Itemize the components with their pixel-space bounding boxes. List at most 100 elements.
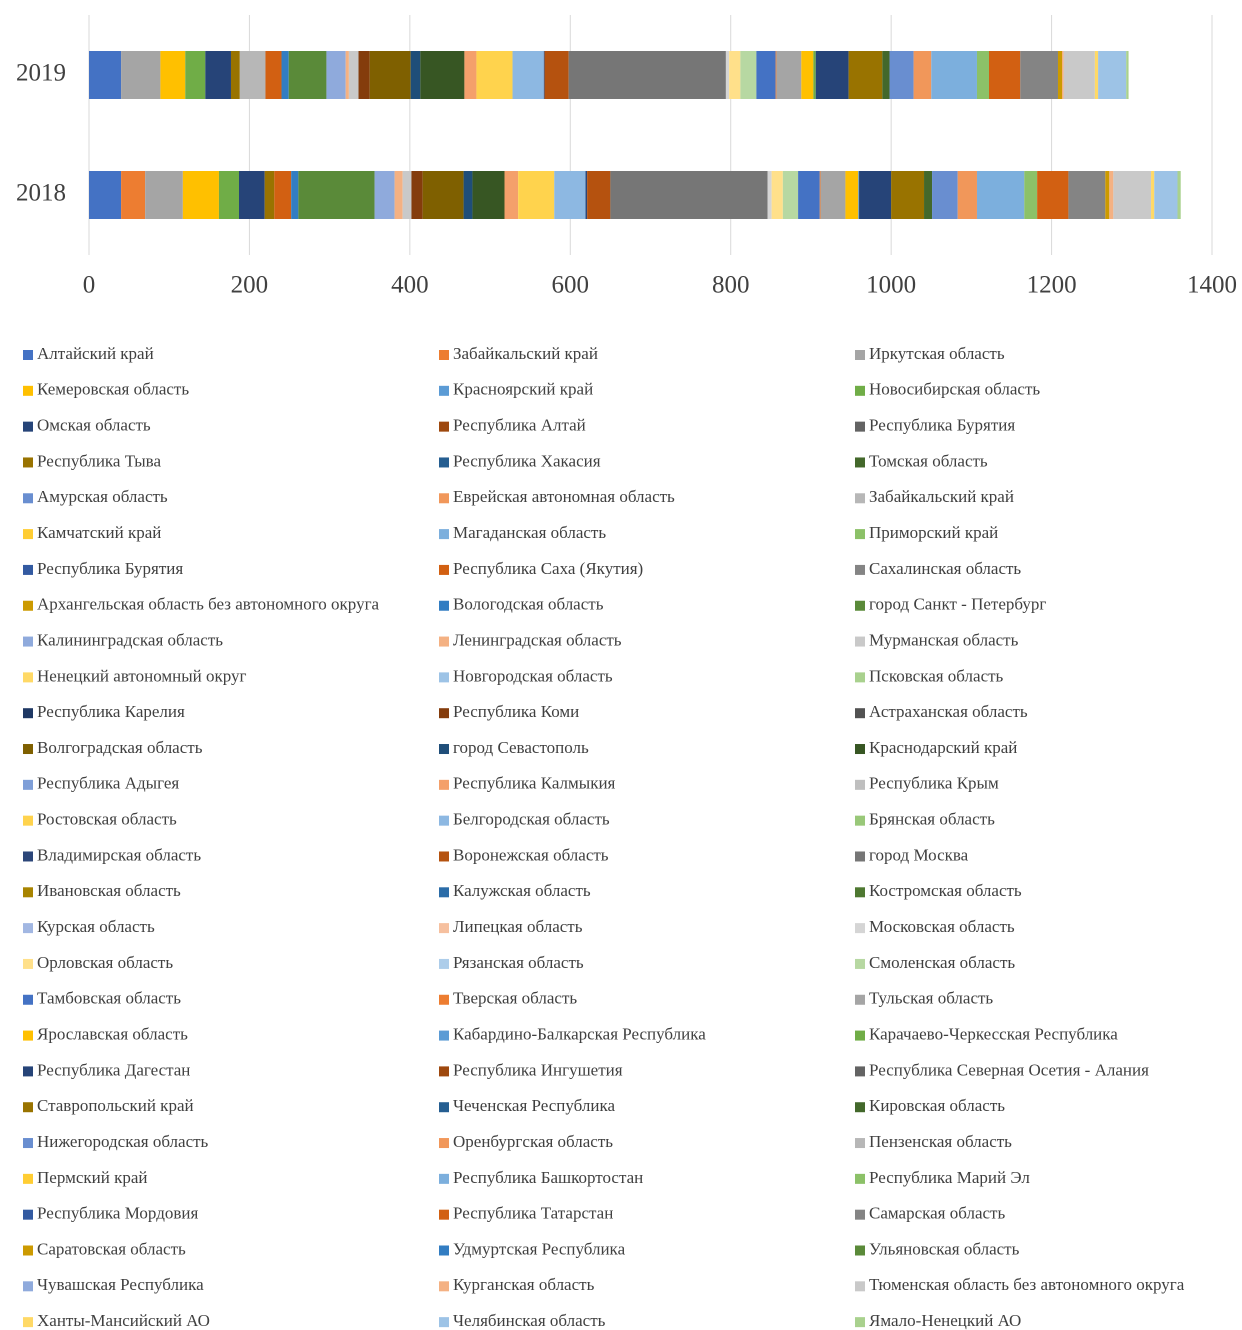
legend-label: Республика Ингушетия	[453, 1060, 623, 1079]
legend-swatch	[855, 1317, 865, 1328]
x-tick-label: 800	[712, 272, 750, 299]
legend-swatch	[23, 923, 33, 934]
legend-swatch	[23, 600, 33, 611]
legend-label: Карачаево-Черкесская Республика	[869, 1024, 1118, 1043]
legend-label: Алтайский край	[37, 344, 154, 363]
bar-segment	[1063, 51, 1095, 99]
bar-segment	[543, 51, 545, 99]
bar-segment	[610, 171, 768, 219]
bar-segment	[281, 51, 289, 99]
legend-label: Саратовская область	[37, 1239, 186, 1258]
legend-label: Тульская область	[869, 989, 993, 1008]
legend-swatch	[23, 779, 33, 790]
x-tick-label: 1200	[1027, 272, 1077, 299]
legend-label: Еврейская автономная область	[453, 487, 675, 506]
legend-label: Псковская область	[869, 666, 1004, 685]
bar-segment	[464, 51, 477, 99]
bar-segment	[218, 171, 240, 219]
legend-label: Пермский край	[37, 1168, 147, 1187]
bar-segment	[472, 171, 505, 219]
legend-label: Кировская область	[869, 1096, 1005, 1115]
legend-label: Кабардино-Балкарская Республика	[453, 1024, 706, 1043]
legend-label: Республика Крым	[869, 774, 999, 793]
legend-swatch	[23, 457, 33, 468]
legend-label: Воронежская область	[453, 845, 609, 864]
legend-label: Липецкая область	[453, 917, 583, 936]
bar-segment	[422, 171, 464, 219]
legend-label: Самарская область	[869, 1204, 1005, 1223]
legend-label: Омская область	[37, 416, 151, 435]
legend-label: Красноярский край	[453, 380, 593, 399]
bar-segment	[813, 51, 816, 99]
legend-swatch	[855, 994, 865, 1005]
legend-swatch	[439, 1030, 449, 1041]
legend-label: Челябинская область	[453, 1311, 606, 1330]
bar-segment	[882, 51, 890, 99]
bar-segment	[345, 51, 349, 99]
bar-segment	[394, 171, 403, 219]
legend-label: Иркутская область	[869, 344, 1005, 363]
legend-label: Забайкальский край	[869, 487, 1014, 506]
legend-label: Республика Башкортостан	[453, 1168, 643, 1187]
bar-segment	[815, 51, 849, 99]
bar-segment	[845, 171, 859, 219]
bar-segment	[518, 171, 555, 219]
legend-swatch	[855, 1209, 865, 1220]
legend-swatch	[439, 744, 449, 755]
bar-segment	[544, 51, 569, 99]
legend-label: Республика Тыва	[37, 451, 161, 470]
legend-swatch	[439, 600, 449, 611]
legend-swatch	[855, 744, 865, 755]
legend-swatch	[855, 421, 865, 432]
legend-swatch	[23, 1317, 33, 1328]
legend-label: Астраханская область	[869, 702, 1028, 721]
legend-swatch	[855, 350, 865, 360]
bar-segment	[160, 51, 186, 99]
legend-label: Республика Калмыкия	[453, 774, 616, 793]
legend-label: Республика Марий Эл	[869, 1168, 1030, 1187]
bar-segment	[913, 51, 932, 99]
legend-swatch	[855, 1030, 865, 1041]
bar-segment	[264, 171, 275, 219]
legend-swatch	[23, 851, 33, 862]
legend-label: Приморский край	[869, 523, 998, 542]
bar-segment	[265, 51, 282, 99]
bar-segment	[1113, 171, 1152, 219]
legend-swatch	[23, 1102, 33, 1113]
legend-swatch	[23, 1066, 33, 1077]
legend-swatch	[439, 958, 449, 969]
legend-swatch	[439, 708, 449, 719]
legend-label: Республика Дагестан	[37, 1060, 190, 1079]
bar-segment	[274, 171, 292, 219]
bar-segment	[288, 51, 327, 99]
bar-segment	[230, 51, 240, 99]
legend-swatch	[23, 708, 33, 719]
bar-segment	[185, 51, 206, 99]
legend-swatch	[23, 1030, 33, 1041]
legend-label: Ленинградская область	[453, 630, 622, 649]
bar-segment	[776, 51, 802, 99]
legend-swatch	[23, 672, 33, 683]
bar-segment	[782, 171, 799, 219]
bar-segment	[889, 51, 914, 99]
legend-label: город Санкт - Петербург	[869, 595, 1046, 614]
bar-segment	[476, 51, 513, 99]
bar-segment	[1177, 171, 1181, 219]
legend-label: Орловская область	[37, 953, 173, 972]
bar-segment	[729, 51, 741, 99]
legend-swatch	[855, 1102, 865, 1113]
bar-segment	[1105, 171, 1110, 219]
bar-segment	[1154, 171, 1178, 219]
legend-swatch	[855, 493, 865, 504]
legend-swatch	[439, 1173, 449, 1184]
legend-label: Владимирская область	[37, 845, 201, 864]
legend-label: Мурманская область	[869, 630, 1019, 649]
legend-swatch	[23, 1209, 33, 1220]
legend-label: город Москва	[869, 845, 969, 864]
x-tick-label: 1000	[866, 272, 916, 299]
legend-label: Кемеровская область	[37, 380, 189, 399]
legend-label: Республика Саха (Якутия)	[453, 559, 643, 578]
legend-label: Ивановская область	[37, 881, 181, 900]
legend-label: Ростовская область	[37, 810, 177, 829]
legend-swatch	[23, 1245, 33, 1256]
